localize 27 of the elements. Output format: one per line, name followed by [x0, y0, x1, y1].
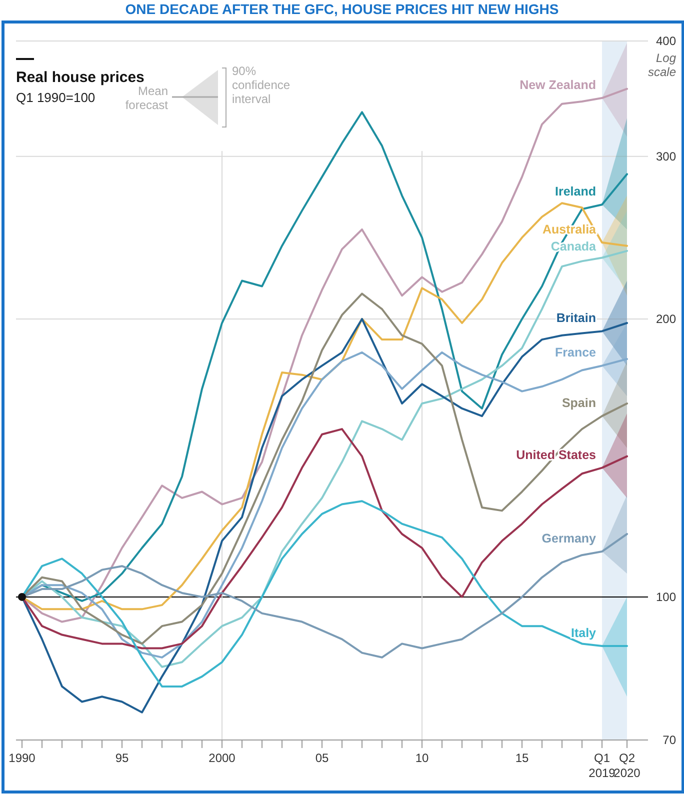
- chart-title: ONE DECADE AFTER THE GFC, HOUSE PRICES HIT NEW HIGHS: [125, 1, 559, 17]
- x-tick-label: Q2 2020: [614, 751, 641, 780]
- series-label: Ireland: [555, 184, 596, 199]
- x-tick-label: Q1 2019: [588, 751, 616, 780]
- y-tick-label: 70: [662, 733, 676, 748]
- x-tick-label: 15: [515, 751, 529, 765]
- annotation: Mean forecast: [125, 84, 169, 112]
- y-tick-label: 400: [656, 34, 676, 48]
- x-tick-label: 2000: [208, 751, 236, 765]
- series-label: Spain: [562, 396, 596, 410]
- y-tick-label: 300: [656, 150, 676, 164]
- y-tick-label: 100: [656, 590, 676, 604]
- x-tick-label: 05: [315, 751, 329, 765]
- annotation: 90% confidence interval: [232, 64, 290, 106]
- text: Q1 1990=100: [16, 90, 96, 105]
- series-label: United States: [516, 448, 596, 462]
- series-label: Britain: [556, 311, 596, 326]
- x-tick-label: 1990: [8, 751, 36, 765]
- series-label: New Zealand: [520, 78, 596, 92]
- y-tick-label: 200: [656, 312, 676, 326]
- y-axis-title: Real house prices: [16, 69, 144, 86]
- x-tick-label: 10: [415, 751, 429, 765]
- annotation: Log scale: [648, 51, 676, 79]
- series-label: Germany: [542, 532, 596, 546]
- x-tick-label: 95: [115, 751, 129, 765]
- series-label: France: [555, 346, 596, 360]
- series-label: Italy: [570, 626, 596, 640]
